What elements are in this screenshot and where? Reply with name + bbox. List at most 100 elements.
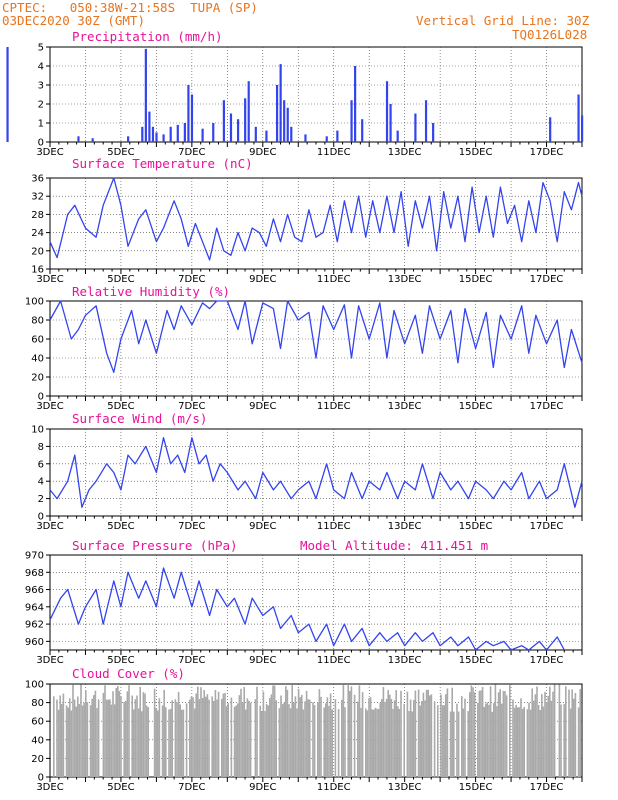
x-tick-label: 17DEC	[530, 401, 564, 412]
precip-bar	[325, 136, 328, 142]
y-tick-label: 0	[38, 138, 44, 149]
cloud-bar	[123, 701, 125, 777]
x-tick-label: 9DEC	[249, 782, 276, 793]
x-tick-label: 15DEC	[459, 274, 493, 285]
cloud-bar	[115, 687, 117, 777]
cloud-bar	[334, 699, 337, 777]
cloud-bar	[141, 711, 143, 777]
cloud-bar	[470, 685, 473, 777]
x-tick-label: 5DEC	[107, 401, 134, 412]
cloud-bar	[521, 708, 524, 777]
x-tick-label: 5DEC	[107, 655, 134, 666]
cloud-bar	[147, 707, 149, 777]
precip-bar	[286, 107, 289, 142]
cloud-bar	[480, 690, 482, 777]
precip-bar	[254, 126, 257, 142]
cloud-bar	[113, 704, 116, 777]
x-tick-label: 3DEC	[36, 782, 63, 793]
cloud-bar	[222, 693, 225, 777]
cloud-bar	[329, 693, 332, 777]
cloud-bar	[211, 696, 213, 777]
cloud-bar	[73, 699, 76, 777]
cloud-bar	[198, 699, 201, 777]
precip-bar	[247, 81, 250, 142]
cloud-bar	[254, 699, 257, 777]
x-tick-label: 7DEC	[178, 274, 205, 285]
cloud-bar	[411, 711, 413, 777]
cloud-bar	[573, 698, 575, 777]
cloud-bar	[57, 709, 60, 777]
cloud-bar	[185, 703, 188, 777]
cloud-bar	[457, 711, 460, 777]
cloud-bar	[568, 689, 570, 777]
cloud-bar	[139, 686, 141, 777]
y-tick-label: 28	[31, 210, 44, 221]
y-tick-label: 0	[38, 512, 44, 523]
cloud-bar	[536, 686, 538, 777]
cloud-bar	[446, 688, 449, 777]
cloud-bar	[107, 699, 109, 777]
cloud-bar	[473, 692, 476, 777]
cloud-bar	[91, 698, 93, 777]
cloud-bar	[267, 705, 269, 777]
cloud-bar	[302, 709, 305, 777]
cloud-bar	[153, 688, 156, 777]
cloud-bar	[376, 708, 378, 777]
cloud-bar	[579, 689, 581, 777]
cloud-bar	[400, 690, 402, 777]
cloud-bar	[357, 701, 359, 777]
cloud-bar	[526, 709, 529, 777]
y-tick-label: 16	[31, 265, 44, 276]
y-tick-label: 24	[31, 228, 44, 239]
y-tick-label: 40	[31, 735, 44, 746]
cloud-bar	[373, 709, 375, 777]
cloud-bar	[513, 707, 516, 777]
cloud-bar	[289, 708, 292, 777]
cloud-bar	[433, 701, 436, 777]
x-tick-label: 17DEC	[530, 521, 564, 532]
x-tick-label: 13DEC	[388, 274, 422, 285]
cloud-bar	[493, 703, 495, 777]
cloud-bar	[275, 700, 277, 777]
panel-annotation: Model Altitude: 411.451 m	[300, 538, 488, 553]
cloud-bar	[517, 707, 519, 777]
y-tick-label: 0	[38, 773, 44, 784]
cloud-bar	[520, 698, 522, 777]
cloud-bar	[533, 700, 535, 777]
cloud-bar	[440, 694, 442, 777]
cloud-bar	[494, 684, 497, 777]
precip-bar	[304, 134, 307, 142]
cloud-bar	[161, 705, 164, 777]
cloud-bar	[109, 699, 111, 777]
cloud-bar	[501, 703, 503, 777]
cloud-bar	[534, 694, 537, 777]
cloud-bar	[304, 701, 306, 777]
precip-bar	[265, 130, 268, 142]
cloud-bar	[539, 710, 541, 777]
cloud-bar	[105, 699, 108, 777]
cloud-bar	[273, 685, 276, 777]
cloud-bar	[216, 699, 218, 777]
x-tick-label: 11DEC	[317, 147, 351, 158]
x-tick-label: 13DEC	[388, 655, 422, 666]
precip-bar	[190, 94, 194, 142]
y-tick-label: 80	[31, 316, 44, 327]
cloud-bar	[472, 687, 474, 777]
cloud-bar	[301, 694, 303, 777]
panel-frame-4	[49, 554, 583, 651]
x-tick-label: 9DEC	[249, 521, 276, 532]
y-tick-label: 2	[38, 100, 44, 111]
cloud-bar	[67, 707, 69, 777]
x-tick-label: 7DEC	[178, 401, 205, 412]
precip-bar	[577, 94, 580, 142]
cloud-bar	[179, 704, 181, 777]
cloud-bar	[299, 697, 301, 777]
cloud-bar	[78, 704, 81, 777]
cloud-bar	[238, 695, 241, 777]
x-tick-label: 15DEC	[459, 782, 493, 793]
cloud-bar	[320, 696, 322, 777]
cloud-bar	[264, 711, 266, 777]
precip-bar	[350, 100, 353, 142]
x-tick-label: 9DEC	[249, 655, 276, 666]
y-tick-label: 968	[25, 568, 44, 579]
